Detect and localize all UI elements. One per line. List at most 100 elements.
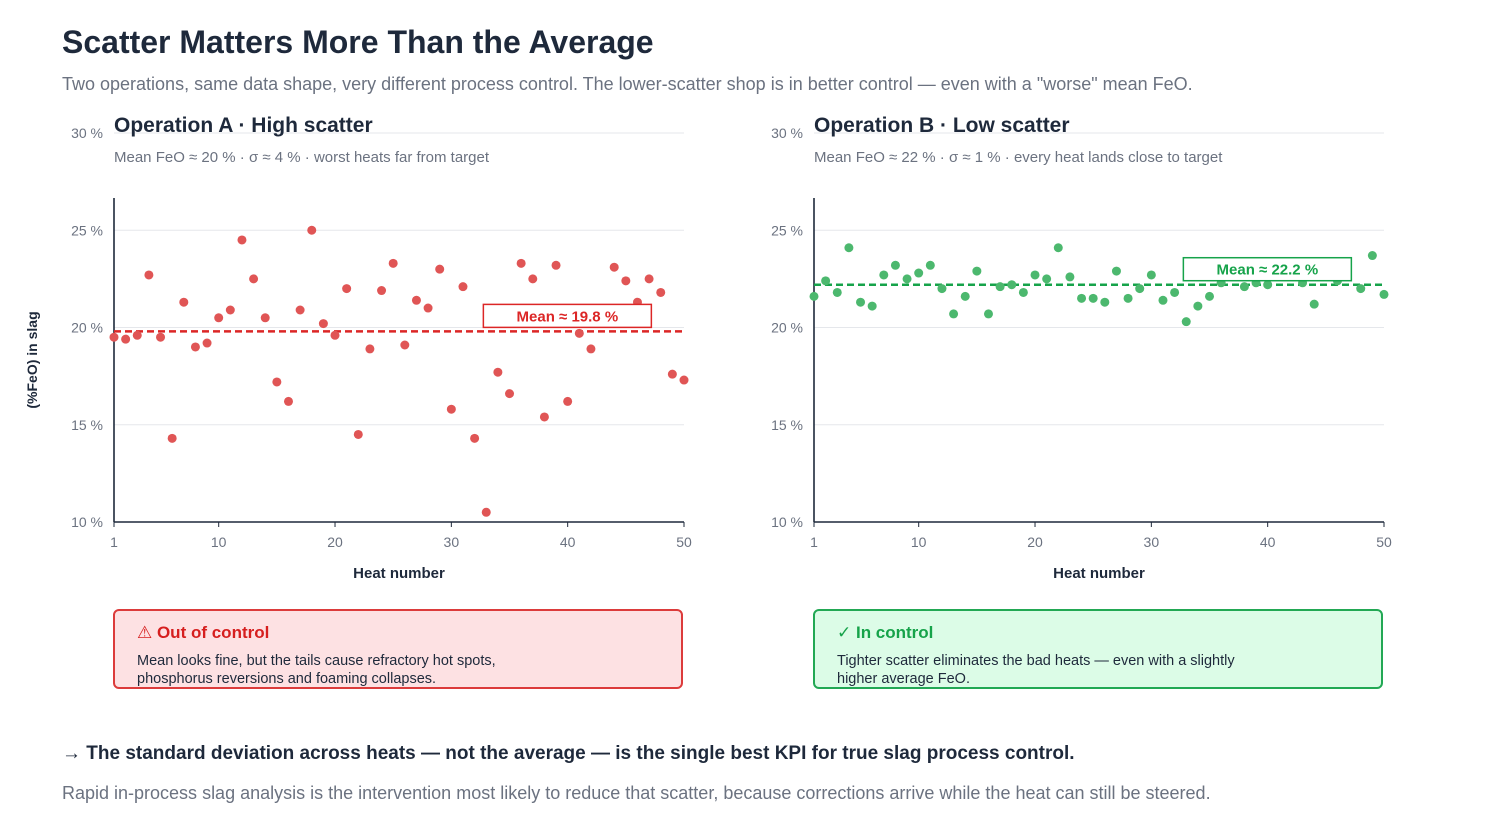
data-point xyxy=(1367,251,1377,261)
data-point xyxy=(879,270,889,280)
chart-panel-1: 10 % 15 % 20 % 25 % 30 % 1 10 20 30 40 50 Heat numb… xyxy=(71,114,692,582)
mean-label-box xyxy=(482,303,653,329)
data-point xyxy=(1158,295,1168,305)
data-point xyxy=(365,344,375,354)
data-point xyxy=(1181,317,1191,327)
data-point xyxy=(307,225,317,235)
data-point xyxy=(156,332,166,342)
data-point xyxy=(237,235,247,245)
data-point xyxy=(1100,297,1110,307)
data-point xyxy=(832,287,842,297)
data-point xyxy=(342,284,352,294)
chart-subtitle: Mean FeO ≈ 20 % · σ ≈ 4 % · worst heats … xyxy=(114,149,490,166)
data-point xyxy=(330,330,340,340)
data-point xyxy=(1309,299,1319,309)
card-out-of-control: ⚠ Out of control Mean looks fine, but th… xyxy=(113,609,683,689)
data-point xyxy=(1030,270,1040,280)
data-point xyxy=(516,258,526,268)
data-point xyxy=(937,284,947,294)
data-point xyxy=(1205,291,1215,301)
data-point xyxy=(144,270,154,280)
card-title: ⚠ Out of control xyxy=(137,623,270,642)
y-tick-label: 15 % xyxy=(71,417,103,433)
data-point xyxy=(446,404,456,414)
data-point xyxy=(656,287,666,297)
data-point xyxy=(458,282,468,292)
x-tick-label: 30 xyxy=(444,534,460,550)
y-tick-label: 15 % xyxy=(771,417,803,433)
data-point xyxy=(132,330,142,340)
data-point xyxy=(190,342,200,352)
x-tick-label: 30 xyxy=(1144,534,1160,550)
data-point xyxy=(283,396,293,406)
card-body: Tighter scatter eliminates the bad heats… xyxy=(837,653,1235,687)
x-tick-label: 40 xyxy=(560,534,576,550)
data-point xyxy=(821,276,831,286)
y-tick-label: 10 % xyxy=(71,514,103,530)
data-point xyxy=(809,291,819,301)
data-point xyxy=(1263,280,1273,290)
data-point xyxy=(867,301,877,311)
mean-label: Mean ≈ 22.2 % xyxy=(1217,262,1319,279)
x-tick-label: 10 xyxy=(911,534,927,550)
data-point xyxy=(609,262,619,272)
data-point xyxy=(1053,243,1063,253)
data-point xyxy=(574,328,584,338)
chart-title: Operation B · Low scatter xyxy=(814,114,1070,137)
data-point xyxy=(214,313,224,323)
data-point xyxy=(890,260,900,270)
charts: 10 % 15 % 20 % 25 % 30 % 1 10 20 30 40 50 Heat numb… xyxy=(71,114,1392,582)
data-point xyxy=(109,332,119,342)
y-tick-label: 10 % xyxy=(771,514,803,530)
y-tick-label: 20 % xyxy=(71,320,103,336)
data-point xyxy=(249,274,259,284)
data-point xyxy=(1088,293,1098,303)
data-point xyxy=(1111,266,1121,276)
data-point xyxy=(1356,284,1366,294)
data-point xyxy=(1146,270,1156,280)
card-body: Mean looks fine, but the tails cause ref… xyxy=(137,653,496,687)
data-point xyxy=(400,340,410,350)
x-axis-label: Heat number xyxy=(1053,565,1145,582)
data-point xyxy=(493,367,503,377)
y-tick-label: 20 % xyxy=(771,320,803,336)
data-point xyxy=(960,291,970,301)
data-point xyxy=(295,305,305,315)
data-point xyxy=(470,433,480,443)
data-point xyxy=(844,243,854,253)
x-tick-label: 40 xyxy=(1260,534,1276,550)
x-axis-label: Heat number xyxy=(353,565,445,582)
data-point xyxy=(925,260,935,270)
data-point xyxy=(1135,284,1145,294)
x-tick-label: 50 xyxy=(676,534,692,550)
data-point xyxy=(260,313,270,323)
chart-subtitle: Mean FeO ≈ 22 % · σ ≈ 1 % · every heat l… xyxy=(814,149,1223,166)
data-point xyxy=(1042,274,1052,284)
page-subtitle: Two operations, same data shape, very di… xyxy=(62,74,1193,94)
data-point xyxy=(563,396,573,406)
data-point xyxy=(225,305,235,315)
data-point xyxy=(551,260,561,270)
data-point xyxy=(856,297,866,307)
data-point xyxy=(914,268,924,278)
data-point xyxy=(1379,289,1389,299)
x-tick-label: 20 xyxy=(327,534,343,550)
footnote: Rapid in-process slag analysis is the in… xyxy=(62,783,1211,803)
data-point xyxy=(972,266,982,276)
chart-title: Operation A · High scatter xyxy=(114,114,373,137)
y-tick-label: 25 % xyxy=(771,222,803,238)
x-tick-label: 1 xyxy=(810,534,818,550)
data-point xyxy=(318,319,328,329)
data-point xyxy=(679,375,689,385)
y-tick-label: 30 % xyxy=(71,125,103,141)
data-point xyxy=(423,303,433,313)
data-point xyxy=(202,338,212,348)
data-point xyxy=(411,295,421,305)
data-point xyxy=(1239,282,1249,292)
data-point xyxy=(1123,293,1133,303)
data-point xyxy=(539,412,549,422)
data-point xyxy=(167,433,177,443)
data-point xyxy=(949,309,959,319)
chart-panel-2: 10 % 15 % 20 % 25 % 30 % 1 10 20 30 40 50 Heat numb… xyxy=(771,114,1392,582)
card-in-control: ✓ In control Tighter scatter eliminates … xyxy=(813,609,1383,689)
